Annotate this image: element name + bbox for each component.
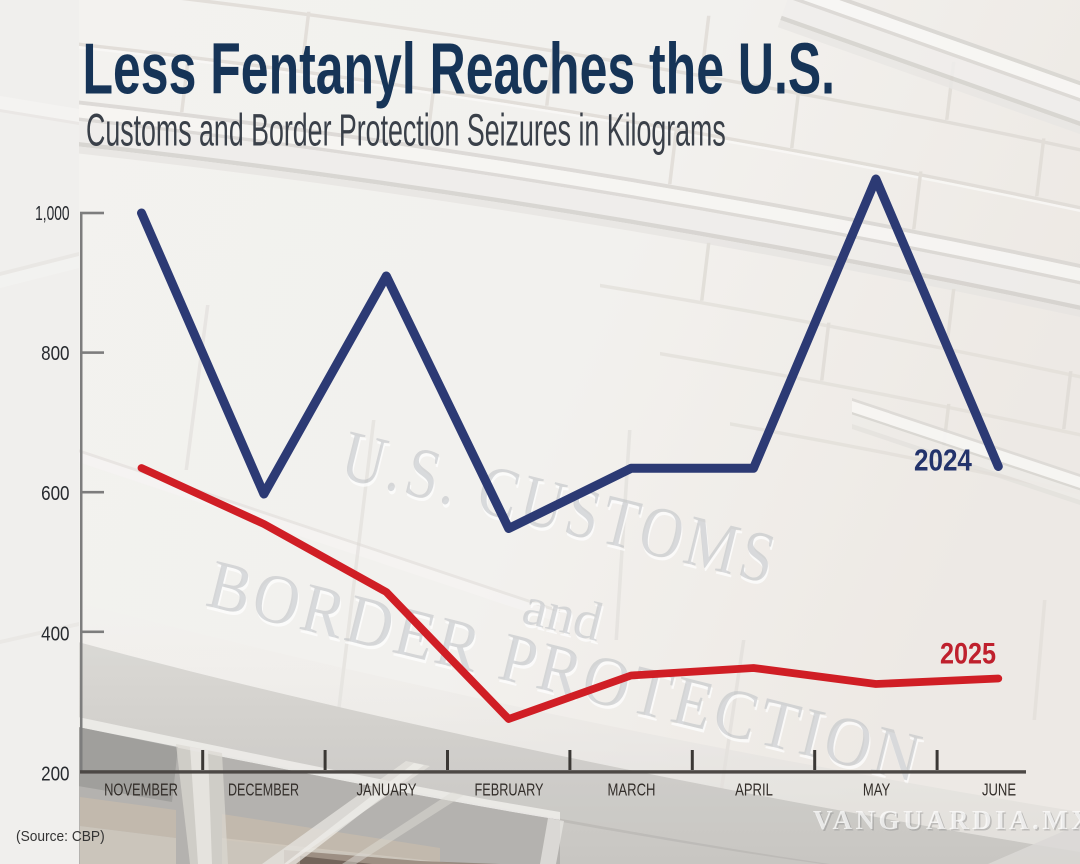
svg-text:NOVEMBER: NOVEMBER [104, 781, 178, 800]
svg-text:2025: 2025 [940, 636, 996, 670]
svg-text:APRIL: APRIL [735, 781, 773, 800]
svg-text:FEBRUARY: FEBRUARY [474, 781, 543, 800]
svg-text:1,000: 1,000 [35, 201, 70, 224]
svg-text:Customs and Border Protection: Customs and Border Protection Seizures i… [86, 104, 726, 155]
svg-text:VANGUARDIA.MX: VANGUARDIA.MX [815, 807, 1080, 837]
svg-text:MAY: MAY [863, 781, 890, 800]
svg-text:400: 400 [41, 622, 69, 645]
svg-text:200: 200 [41, 762, 69, 785]
svg-text:DECEMBER: DECEMBER [228, 781, 299, 800]
svg-text:JANUARY: JANUARY [357, 781, 417, 800]
svg-text:2024: 2024 [914, 443, 972, 478]
svg-text:600: 600 [41, 482, 69, 505]
svg-text:VANGUARDIA.MX: VANGUARDIA.MX [813, 805, 1080, 835]
svg-text:MARCH: MARCH [608, 781, 656, 800]
svg-text:JUNE: JUNE [982, 781, 1016, 800]
svg-text:800: 800 [41, 342, 69, 365]
svg-text:(Source: CBP): (Source: CBP) [16, 828, 105, 844]
svg-text:Less Fentanyl Reaches the U.S.: Less Fentanyl Reaches the U.S. [83, 30, 836, 110]
